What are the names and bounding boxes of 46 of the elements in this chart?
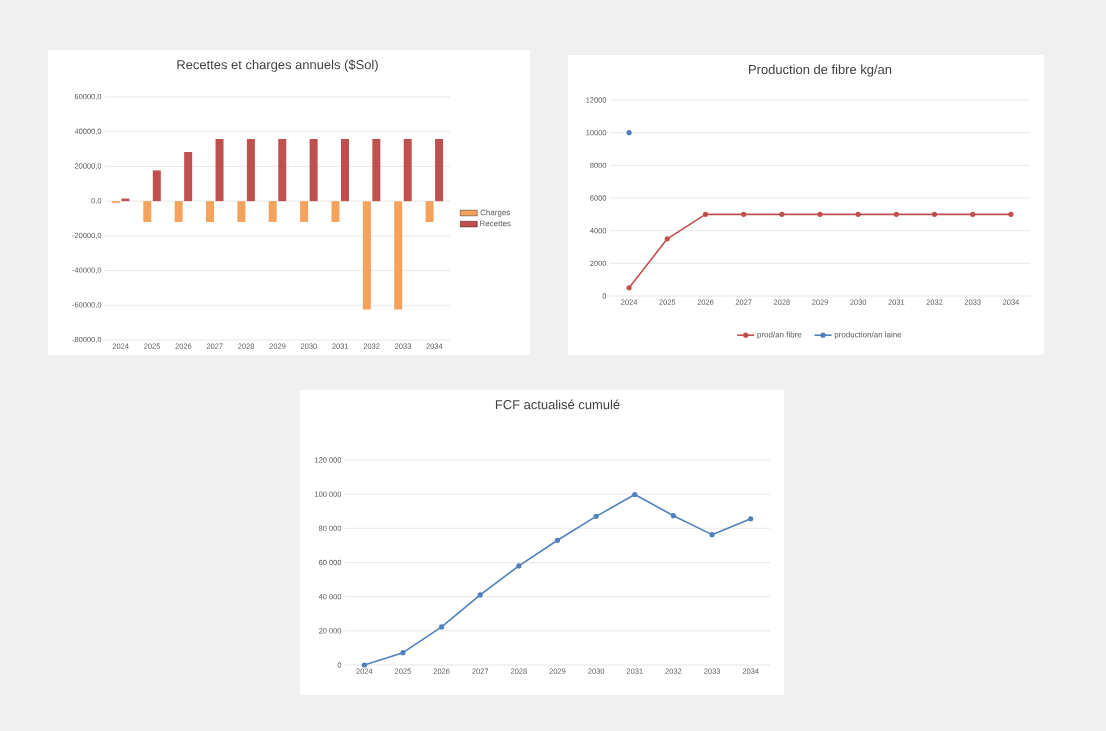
point bbox=[626, 285, 632, 291]
point bbox=[1008, 211, 1014, 217]
chart-title: Recettes et charges annuels ($Sol) bbox=[177, 59, 378, 72]
point bbox=[702, 211, 709, 217]
bar bbox=[331, 201, 340, 222]
bar bbox=[152, 170, 161, 202]
bar bbox=[403, 138, 412, 202]
point bbox=[554, 537, 561, 543]
point bbox=[748, 516, 754, 522]
point bbox=[931, 211, 938, 217]
point bbox=[439, 624, 445, 630]
bar bbox=[174, 201, 183, 222]
bar bbox=[394, 201, 403, 310]
point bbox=[632, 491, 638, 498]
bar bbox=[237, 201, 246, 222]
bar bbox=[309, 138, 318, 202]
point bbox=[741, 211, 747, 217]
bar bbox=[372, 138, 381, 202]
bar bbox=[435, 138, 444, 202]
point bbox=[670, 513, 677, 519]
point bbox=[893, 211, 899, 217]
point bbox=[817, 211, 823, 217]
point bbox=[855, 211, 861, 217]
point bbox=[709, 532, 715, 538]
point bbox=[593, 513, 599, 519]
point bbox=[779, 211, 785, 217]
bar bbox=[206, 201, 215, 222]
chart-title: Production de fibre kg/an bbox=[749, 64, 892, 77]
bar bbox=[300, 201, 309, 222]
point bbox=[516, 563, 522, 569]
bar bbox=[246, 138, 255, 202]
bar bbox=[362, 201, 371, 310]
point bbox=[400, 650, 406, 656]
bar bbox=[184, 152, 193, 202]
bar bbox=[268, 201, 277, 222]
bar bbox=[143, 201, 152, 222]
point bbox=[626, 130, 632, 136]
bar bbox=[340, 138, 349, 202]
point bbox=[477, 592, 483, 598]
bar bbox=[278, 138, 287, 202]
point bbox=[361, 662, 367, 668]
bar bbox=[215, 138, 224, 202]
point bbox=[970, 211, 976, 217]
chart-title: FCF actualisé cumulé bbox=[495, 399, 620, 410]
bar bbox=[425, 201, 434, 222]
point bbox=[664, 236, 670, 242]
